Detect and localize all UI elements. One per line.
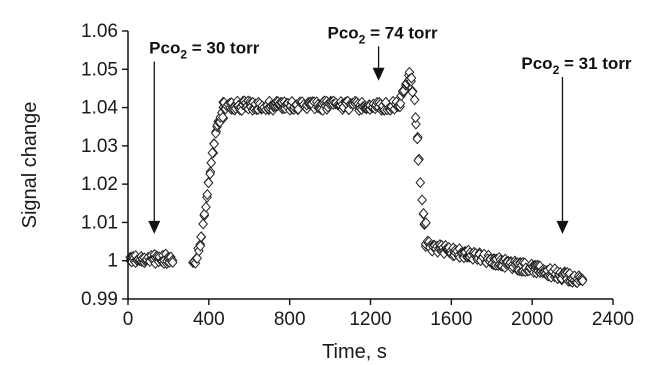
data-point-marker <box>409 94 420 106</box>
annotation-label: Pco2 = 31 torr <box>521 54 632 77</box>
annotation-label: Pco2 = 74 torr <box>327 23 438 46</box>
data-point-marker <box>411 118 421 130</box>
y-tick-label: 1 <box>107 251 118 272</box>
x-axis-title: Time, s <box>322 341 387 363</box>
annotation-arrow-head <box>372 67 385 81</box>
y-tick-label: 1.05 <box>81 59 118 80</box>
y-tick-label: 1.01 <box>81 212 118 233</box>
data-point-marker <box>203 177 214 189</box>
data-point-marker <box>217 111 228 123</box>
data-point-marker <box>167 256 178 269</box>
x-tick-label: 1200 <box>349 309 391 330</box>
x-tick-label: 2000 <box>511 309 553 330</box>
x-tick-label: 800 <box>274 309 306 330</box>
y-tick-label: 0.99 <box>81 289 118 310</box>
data-point-marker <box>395 98 406 110</box>
data-point-marker <box>577 275 588 287</box>
data-point-marker <box>205 168 215 180</box>
data-point-marker <box>412 133 423 145</box>
data-point-marker <box>417 194 427 206</box>
annotations: Pco2 = 30 torr Pco2 = 74 torr Pco2 = 31 to… <box>148 23 632 234</box>
annotation-1: Pco2 = 30 torr <box>148 39 260 234</box>
annotation-arrow-head <box>556 220 569 234</box>
x-tick-label: 0 <box>123 309 134 330</box>
annotation-label: Pco2 = 30 torr <box>149 39 260 62</box>
annotation-3: Pco2 = 31 torr <box>521 54 632 234</box>
data-point-marker <box>202 188 213 201</box>
data-point-marker <box>201 201 211 213</box>
data-point-marker <box>198 218 208 230</box>
data-point-marker <box>195 240 206 252</box>
data-point-marker <box>406 72 417 84</box>
data-point-marker <box>207 147 218 159</box>
data-point-marker <box>413 154 424 166</box>
y-tick-label: 1.03 <box>81 136 118 157</box>
x-tick-label: 1600 <box>430 309 472 330</box>
data-point-marker <box>210 127 221 139</box>
annotation-arrow-head <box>148 220 161 234</box>
axes: 0.99 1 1.01 1.02 1.03 1.04 1.05 1.06 0 400 800 1200… <box>81 21 634 330</box>
annotation-2: Pco2 = 74 torr <box>327 23 438 81</box>
data-point-marker <box>206 157 217 169</box>
data-point-marker <box>196 231 206 243</box>
x-tick-label: 400 <box>193 309 225 330</box>
data-point-marker <box>209 138 219 150</box>
data-point-marker <box>415 177 426 189</box>
x-tick-label: 2400 <box>592 309 634 330</box>
data-point-marker <box>410 112 421 124</box>
y-tick-label: 1.02 <box>81 174 118 195</box>
y-axis-title: Signal change <box>19 102 41 229</box>
y-tick-label: 1.06 <box>81 21 118 42</box>
y-tick-label: 1.04 <box>81 98 118 119</box>
data-point-marker <box>418 207 429 220</box>
data-point-marker <box>421 217 431 229</box>
data-points <box>125 66 588 289</box>
